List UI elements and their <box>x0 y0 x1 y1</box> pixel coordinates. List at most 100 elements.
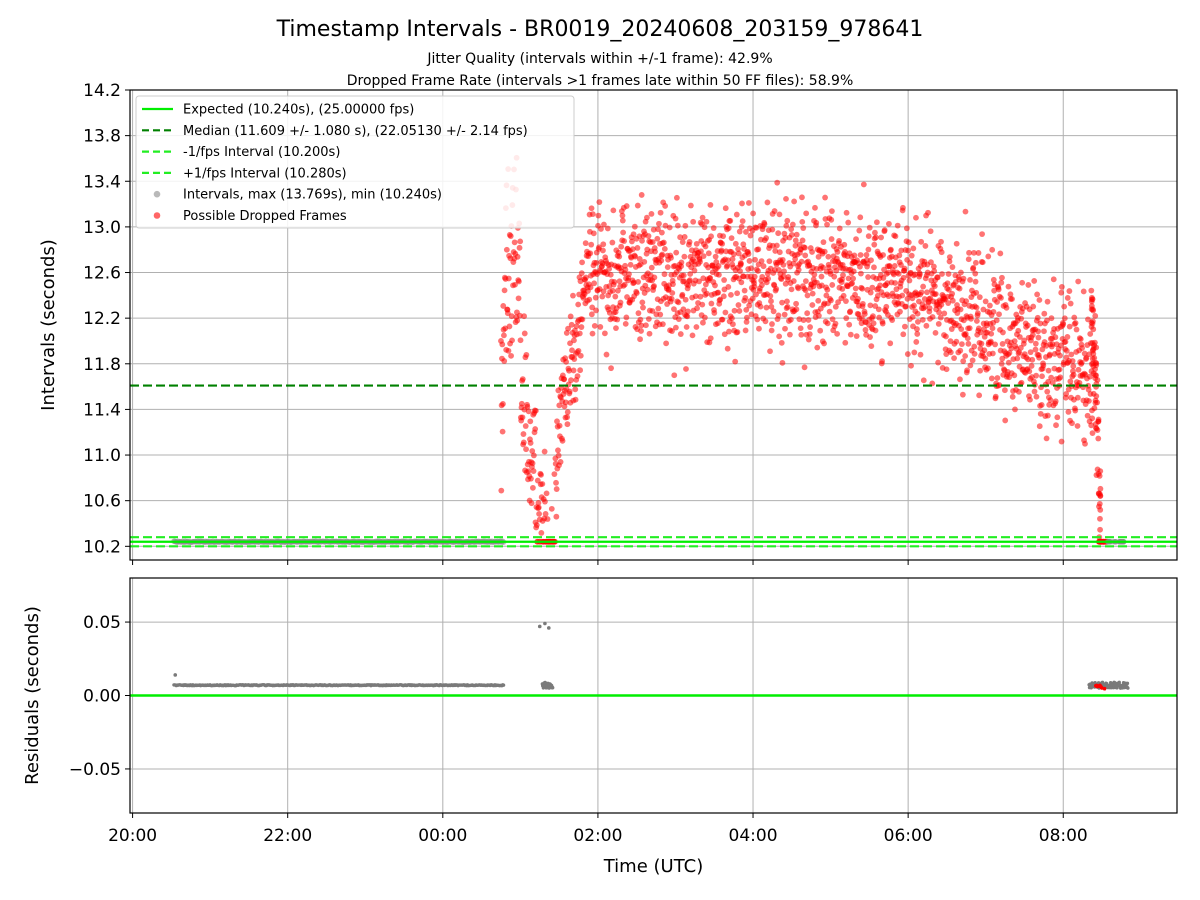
dropped-frame-point <box>729 256 736 262</box>
dropped-frame-point <box>1030 303 1037 310</box>
dropped-frame-point <box>668 295 675 302</box>
dropped-frame-point <box>889 317 896 323</box>
dropped-frame-point <box>569 347 575 354</box>
dropped-frame-point <box>943 366 950 373</box>
dropped-frame-point <box>908 362 914 369</box>
dropped-frame-point <box>588 311 595 318</box>
dropped-frame-point <box>617 299 624 306</box>
dropped-frame-point <box>1005 359 1012 366</box>
dropped-frame-point <box>1014 355 1021 362</box>
dropped-frame-point <box>638 328 644 334</box>
dropped-frame-point <box>990 276 997 283</box>
dropped-frame-point <box>962 208 969 215</box>
dropped-frame-point <box>748 265 755 272</box>
dropped-frame-point <box>520 431 527 437</box>
dropped-frame-point <box>902 303 909 310</box>
tick-label-y: −0.05 <box>69 760 121 780</box>
dropped-frame-point <box>1071 314 1078 321</box>
dropped-frame-point <box>644 214 650 221</box>
dropped-frame-point <box>807 324 813 330</box>
dropped-frame-point <box>986 302 993 309</box>
dropped-frame-point <box>633 290 640 296</box>
dropped-frame-point <box>818 273 825 280</box>
dropped-frame-point <box>1048 374 1055 381</box>
dropped-frame-point <box>731 307 738 314</box>
dropped-frame-point <box>897 308 903 315</box>
dropped-frame-point <box>815 312 822 319</box>
dropped-frame-point <box>769 226 776 233</box>
dropped-frame-point <box>971 249 977 256</box>
dropped-frame-point <box>630 279 637 286</box>
dropped-frame-point <box>675 299 682 306</box>
dropped-frame-point <box>863 251 870 258</box>
dropped-frame-point <box>997 250 1004 257</box>
dropped-frame-point <box>1064 334 1071 340</box>
dropped-frame-point <box>799 237 806 244</box>
dropped-frame-point <box>900 204 906 211</box>
dropped-frame-point <box>760 263 767 270</box>
dropped-frame-point <box>784 217 791 224</box>
dropped-frame-point <box>894 222 901 229</box>
dropped-frame-point <box>865 233 872 240</box>
dropped-frame-point <box>847 331 854 338</box>
x-axis-label: Time (UTC) <box>603 856 704 877</box>
dropped-frame-point <box>707 335 714 342</box>
dropped-frame-point <box>735 302 742 308</box>
dropped-frame-point <box>579 316 586 323</box>
dropped-frame-point <box>539 481 546 487</box>
dropped-frame-point <box>1015 388 1022 395</box>
dropped-frame-point <box>956 285 963 292</box>
dropped-frame-point <box>565 325 571 332</box>
tick-label-y: 11.0 <box>83 446 121 466</box>
dropped-frame-point <box>886 262 893 269</box>
dropped-frame-point <box>880 252 886 258</box>
dropped-frame-point <box>672 215 679 222</box>
dropped-frame-point <box>886 220 892 227</box>
dropped-frame-point <box>609 287 616 294</box>
dropped-frame-point <box>858 270 864 277</box>
dropped-frame-point <box>998 360 1005 367</box>
dropped-frame-point <box>828 297 834 304</box>
dropped-frame-point <box>793 306 800 313</box>
dropped-frame-point <box>887 246 894 253</box>
dropped-frame-point <box>815 253 822 260</box>
dropped-frame-point <box>903 225 910 232</box>
dropped-frame-point <box>958 326 965 333</box>
dropped-frame-point <box>982 298 989 305</box>
dropped-frame-point <box>728 291 734 298</box>
dropped-frame-point <box>523 351 530 358</box>
dropped-frame-point <box>726 328 732 335</box>
dropped-frame-point <box>530 452 537 459</box>
dropped-frame-point <box>601 221 607 228</box>
dropped-frame-point <box>788 226 795 233</box>
dropped-frame-point <box>953 338 960 345</box>
tick-label-y: 11.8 <box>83 355 121 375</box>
dropped-frame-point <box>1033 393 1040 400</box>
dropped-frame-point <box>735 250 742 257</box>
dropped-frame-point <box>631 223 638 230</box>
dropped-frame-point <box>978 340 985 347</box>
dropped-frame-point <box>682 296 689 303</box>
dropped-frame-point <box>913 214 919 221</box>
dropped-frame-point <box>555 452 562 459</box>
dropped-frame-point <box>744 314 750 321</box>
dropped-frame-point <box>588 241 595 248</box>
dropped-frame-point <box>1011 338 1018 344</box>
dropped-frame-point <box>911 302 917 309</box>
dropped-frame-point <box>521 330 528 337</box>
dropped-frame-point <box>798 331 805 338</box>
dropped-frame-point <box>858 315 865 322</box>
dropped-frame-point <box>1096 500 1103 507</box>
dropped-frame-point <box>1094 466 1101 473</box>
dropped-frame-point <box>811 271 818 278</box>
dropped-frame-point <box>659 251 666 258</box>
dropped-frame-point <box>606 309 613 316</box>
dropped-frame-point <box>821 248 828 255</box>
dropped-frame-point <box>966 325 973 332</box>
dropped-frame-point <box>908 252 915 259</box>
dropped-frame-point <box>576 330 583 337</box>
dropped-frame-point <box>833 267 840 274</box>
dropped-frame-point <box>775 230 782 237</box>
dropped-frame-point <box>746 258 753 264</box>
dropped-frame-point <box>538 530 545 536</box>
